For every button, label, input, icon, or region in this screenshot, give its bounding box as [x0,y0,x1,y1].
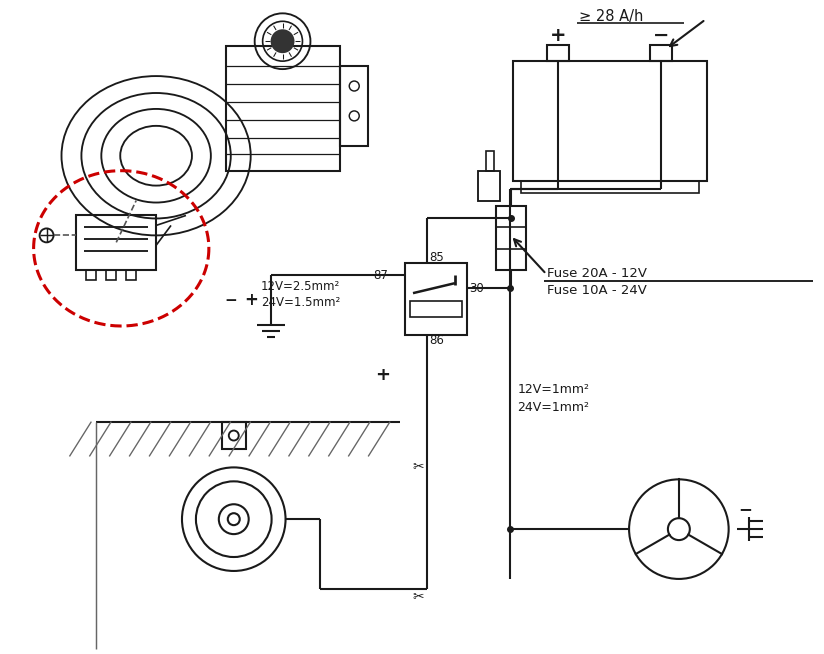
Circle shape [270,29,294,53]
Text: 86: 86 [429,334,444,347]
Bar [547,45,569,61]
Bar [650,45,672,61]
Bar [226,46,340,171]
Bar [410,301,461,317]
Text: 12V=1mm²: 12V=1mm² [517,383,589,396]
Bar [496,205,526,270]
Bar [405,264,466,335]
Text: +: + [550,26,567,44]
Bar [222,422,246,449]
Text: −: − [653,26,669,44]
Text: Fuse 20A - 12V: Fuse 20A - 12V [547,267,648,280]
Text: 12V=2.5mm²: 12V=2.5mm² [260,280,339,293]
Bar [521,181,699,192]
Text: 85: 85 [429,250,443,264]
Text: Fuse 10A - 24V: Fuse 10A - 24V [547,284,648,297]
Text: 24V=1.5mm²: 24V=1.5mm² [260,296,339,309]
Bar [340,66,368,146]
Text: ≥ 28 A/h: ≥ 28 A/h [579,9,644,24]
Text: ✂: ✂ [412,460,424,474]
Bar [106,270,116,280]
Bar [126,270,136,280]
Text: −: − [738,500,752,518]
Text: +: + [375,366,390,384]
Bar [485,151,494,171]
Bar [478,171,499,201]
Text: 24V=1mm²: 24V=1mm² [517,401,589,414]
Text: 30: 30 [469,282,484,295]
Bar [77,215,156,270]
Bar [87,270,96,280]
Text: +: + [244,291,258,309]
Text: −: − [224,292,237,307]
Text: 87: 87 [373,269,388,282]
Text: ✂: ✂ [412,590,424,604]
Bar [513,61,707,181]
